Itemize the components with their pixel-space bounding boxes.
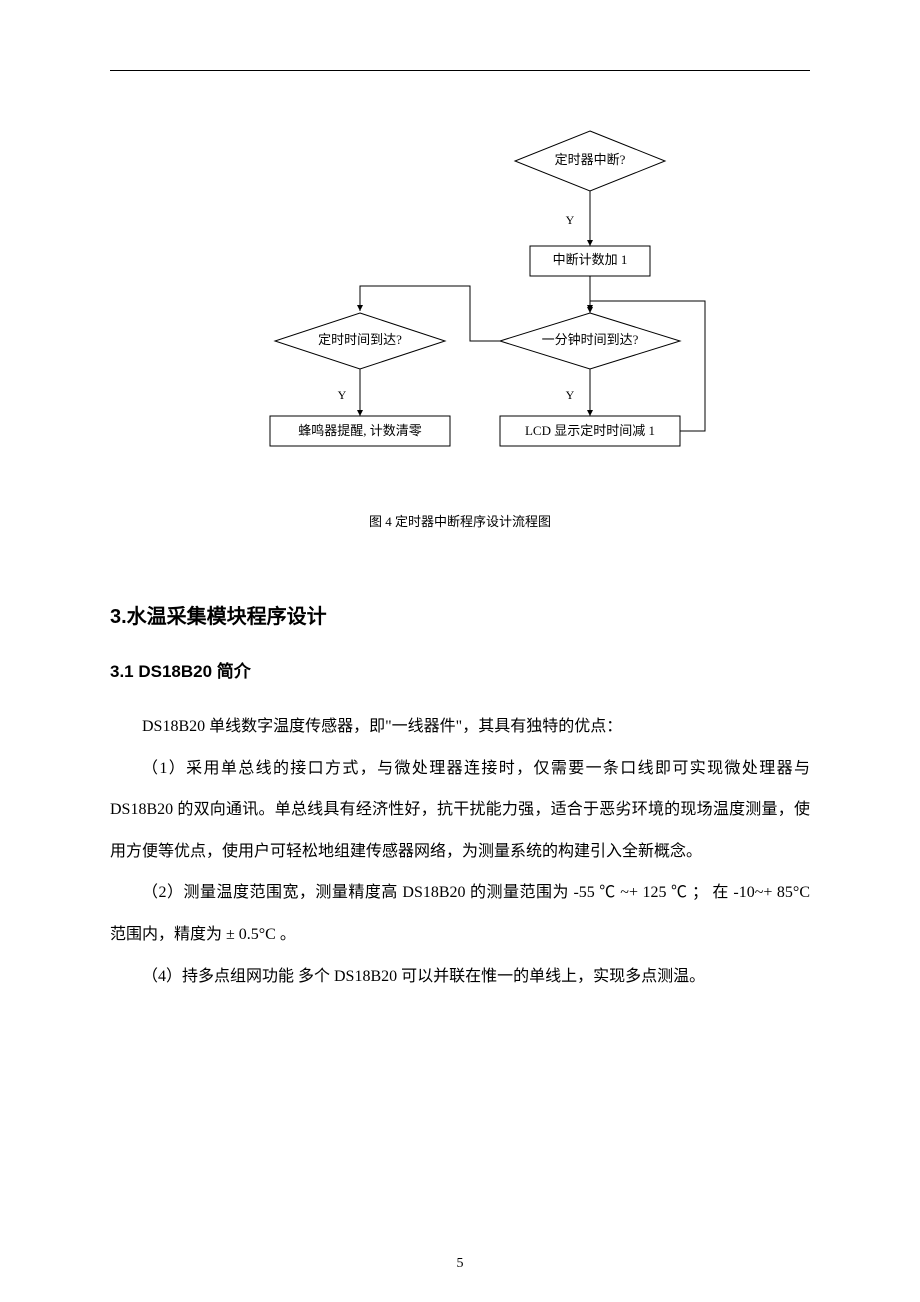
label-process-count-inc: 中断计数加 1 — [553, 252, 628, 267]
label-process-lcd-dec: LCD 显示定时时间减 1 — [525, 423, 655, 438]
figure-caption: 图 4 定时器中断程序设计流程图 — [110, 511, 810, 530]
section-heading: 3.水温采集模块程序设计 — [110, 600, 810, 629]
page-number: 5 — [0, 1256, 920, 1272]
paragraph-4: （4）持多点组网功能 多个 DS18B20 可以并联在惟一的单线上，实现多点测温… — [110, 956, 810, 998]
edge-label-y1: Y — [566, 213, 575, 227]
edge-label-y2: Y — [566, 388, 575, 402]
flowchart-figure: 定时器中断? Y 中断计数加 1 一分钟时间到达? Y LCD 显示定时时间减 … — [110, 111, 810, 471]
header-rule — [110, 70, 810, 71]
label-decision-time-up: 定时时间到达? — [318, 332, 402, 347]
paragraph-2: （1）采用单总线的接口方式，与微处理器连接时，仅需要一条口线即可实现微处理器与 … — [110, 748, 810, 873]
paragraph-3: （2）测量温度范围宽，测量精度高 DS18B20 的测量范围为 -55 ℃ ~+… — [110, 872, 810, 955]
subsection-heading: 3.1 DS18B20 简介 — [110, 657, 810, 682]
label-process-buzzer: 蜂鸣器提醒, 计数清零 — [298, 423, 422, 438]
flowchart-svg: 定时器中断? Y 中断计数加 1 一分钟时间到达? Y LCD 显示定时时间减 … — [200, 111, 720, 471]
label-decision-timer-interrupt: 定时器中断? — [555, 152, 626, 167]
document-page: 定时器中断? Y 中断计数加 1 一分钟时间到达? Y LCD 显示定时时间减 … — [0, 0, 920, 1302]
edge-label-y3: Y — [338, 388, 347, 402]
paragraph-1: DS18B20 单线数字温度传感器，即"一线器件"，其具有独特的优点： — [110, 706, 810, 748]
label-decision-one-min: 一分钟时间到达? — [542, 332, 639, 347]
